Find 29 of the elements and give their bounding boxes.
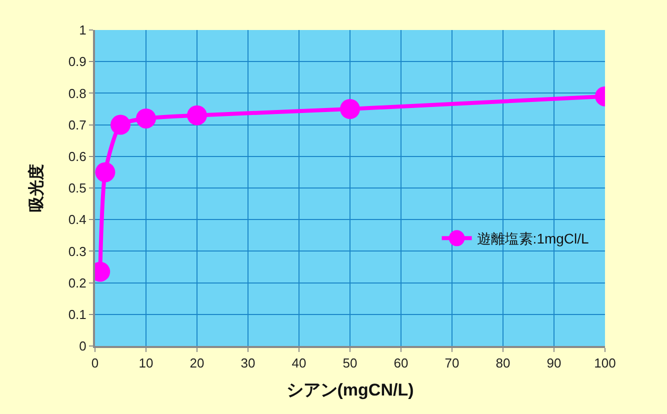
x-axis-title: シアン(mgCN/L): [286, 380, 414, 400]
y-tick-label: 0.8: [68, 86, 86, 101]
y-tick-label: 0.2: [68, 275, 86, 290]
y-tick-label: 0.4: [68, 212, 86, 228]
y-tick-label: 0.7: [68, 117, 86, 132]
y-tick-label: 0.9: [68, 54, 86, 70]
point: [110, 114, 130, 135]
x-tick-label: 80: [496, 356, 510, 371]
y-tick-label: 0: [79, 338, 86, 354]
y-tick-label: 0.3: [68, 244, 86, 259]
x-tick-label: 20: [190, 356, 204, 371]
y-tick-label: 0.6: [68, 148, 86, 164]
y-tick-label: 0.5: [68, 180, 86, 196]
x-tick-label: 10: [138, 356, 154, 371]
x-tick-label: 0: [91, 356, 99, 371]
x-tick-label: 30: [240, 356, 256, 371]
point: [136, 108, 156, 128]
x-tick-label: 70: [444, 356, 460, 371]
point: [187, 105, 207, 126]
y-tick-label: 1: [79, 22, 86, 38]
point: [95, 162, 116, 182]
x-tick-label: 50: [342, 356, 358, 371]
x-tick-label: 60: [394, 356, 408, 371]
x-tick-label: 100: [594, 356, 616, 371]
x-tick-label: 40: [292, 356, 306, 371]
legend-label: 遊離塩素:1mgCl/L: [476, 230, 590, 247]
y-axis-title: 吸光度: [26, 164, 46, 212]
y-tick-label: 0.1: [68, 306, 86, 322]
x-tick-label: 90: [546, 356, 562, 371]
